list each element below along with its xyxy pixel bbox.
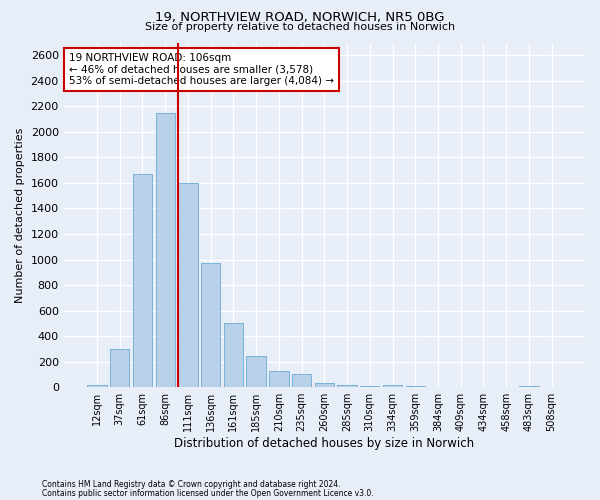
Text: Size of property relative to detached houses in Norwich: Size of property relative to detached ho… — [145, 22, 455, 32]
Bar — [247, 356, 266, 387]
Y-axis label: Number of detached properties: Number of detached properties — [15, 127, 25, 302]
Bar — [155, 112, 175, 387]
Text: Contains public sector information licensed under the Open Government Licence v3: Contains public sector information licen… — [42, 488, 374, 498]
Bar — [178, 183, 197, 387]
Bar — [269, 371, 289, 387]
Bar — [224, 324, 243, 387]
Bar — [110, 349, 130, 387]
Text: 19 NORTHVIEW ROAD: 106sqm
← 46% of detached houses are smaller (3,578)
53% of se: 19 NORTHVIEW ROAD: 106sqm ← 46% of detac… — [69, 53, 334, 86]
Bar — [88, 385, 107, 387]
Text: Contains HM Land Registry data © Crown copyright and database right 2024.: Contains HM Land Registry data © Crown c… — [42, 480, 341, 489]
Bar — [360, 386, 379, 387]
Bar — [292, 374, 311, 387]
Bar — [428, 386, 448, 387]
Bar — [201, 262, 220, 387]
Bar — [519, 386, 539, 387]
Bar — [474, 386, 493, 387]
Bar — [383, 384, 402, 387]
Text: 19, NORTHVIEW ROAD, NORWICH, NR5 0BG: 19, NORTHVIEW ROAD, NORWICH, NR5 0BG — [155, 11, 445, 24]
Bar — [337, 384, 357, 387]
Bar — [406, 386, 425, 387]
X-axis label: Distribution of detached houses by size in Norwich: Distribution of detached houses by size … — [174, 437, 475, 450]
Bar — [314, 382, 334, 387]
Bar — [133, 174, 152, 387]
